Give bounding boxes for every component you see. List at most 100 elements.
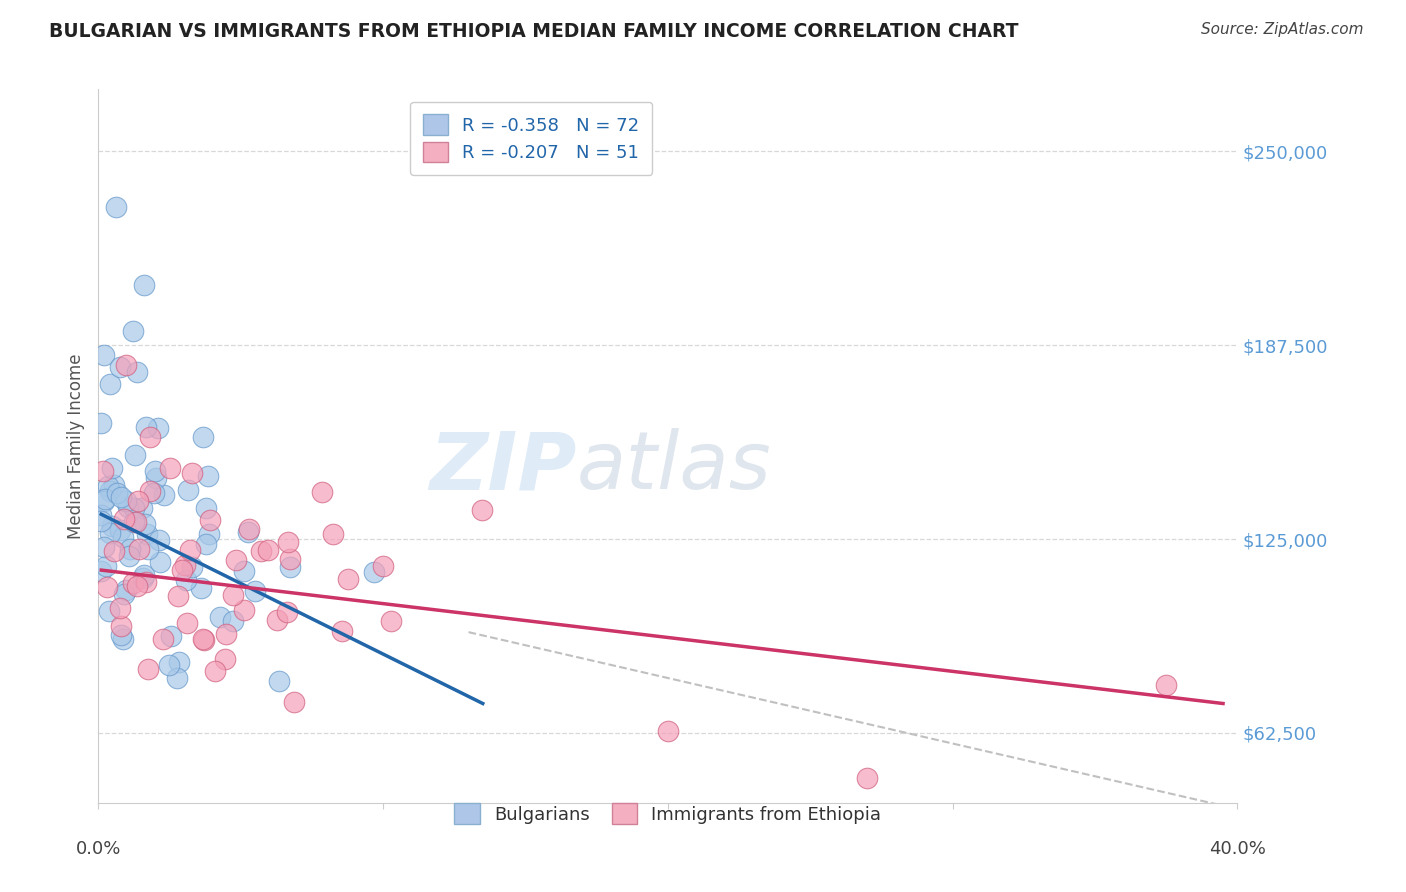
Text: atlas: atlas xyxy=(576,428,772,507)
Point xyxy=(198,526,221,541)
Point xyxy=(112,511,135,525)
Point xyxy=(135,420,157,434)
Point xyxy=(105,486,128,500)
Point xyxy=(110,619,132,633)
Point xyxy=(194,501,217,516)
Point xyxy=(98,525,121,540)
Point xyxy=(233,603,256,617)
Point xyxy=(172,563,194,577)
Point xyxy=(214,652,236,666)
Point xyxy=(380,615,402,629)
Text: BULGARIAN VS IMMIGRANTS FROM ETHIOPIA MEDIAN FAMILY INCOME CORRELATION CHART: BULGARIAN VS IMMIGRANTS FROM ETHIOPIA ME… xyxy=(49,22,1019,41)
Point xyxy=(145,471,167,485)
Point xyxy=(108,523,131,537)
Point xyxy=(122,576,145,591)
Point xyxy=(146,421,169,435)
Point xyxy=(135,575,157,590)
Point xyxy=(125,365,148,379)
Point xyxy=(90,417,112,431)
Point xyxy=(215,627,238,641)
Point xyxy=(195,537,218,551)
Point xyxy=(132,571,155,585)
Point xyxy=(104,200,127,214)
Point xyxy=(204,665,226,679)
Point xyxy=(179,542,201,557)
Point xyxy=(111,632,134,646)
Point xyxy=(157,658,180,673)
Point xyxy=(115,358,138,372)
Point xyxy=(91,464,114,478)
Point xyxy=(177,483,200,498)
Point xyxy=(108,601,131,615)
Point xyxy=(131,500,153,515)
Point xyxy=(193,430,215,444)
Point xyxy=(93,541,115,555)
Point xyxy=(118,541,141,556)
Point xyxy=(266,613,288,627)
Text: Source: ZipAtlas.com: Source: ZipAtlas.com xyxy=(1201,22,1364,37)
Legend: Bulgarians, Immigrants from Ethiopia: Bulgarians, Immigrants from Ethiopia xyxy=(446,794,890,833)
Point xyxy=(96,580,118,594)
Point xyxy=(125,515,148,529)
Point xyxy=(160,629,183,643)
Point xyxy=(159,460,181,475)
Point xyxy=(856,771,879,785)
Point xyxy=(152,632,174,646)
Point xyxy=(322,527,344,541)
Point xyxy=(145,464,167,478)
Point xyxy=(166,671,188,685)
Point xyxy=(283,695,305,709)
Text: 40.0%: 40.0% xyxy=(1209,840,1265,858)
Point xyxy=(112,587,135,601)
Point xyxy=(127,493,149,508)
Point xyxy=(115,582,138,597)
Point xyxy=(112,530,135,544)
Point xyxy=(167,655,190,669)
Point xyxy=(233,564,256,578)
Point xyxy=(276,605,298,619)
Point xyxy=(132,568,155,582)
Point xyxy=(101,518,124,533)
Point xyxy=(134,516,156,531)
Point xyxy=(121,324,143,338)
Point xyxy=(93,492,115,507)
Point xyxy=(136,526,159,541)
Point xyxy=(148,533,170,548)
Point xyxy=(1154,678,1177,692)
Point xyxy=(243,583,266,598)
Point xyxy=(191,632,214,646)
Point xyxy=(238,522,260,536)
Point xyxy=(110,360,132,375)
Point xyxy=(125,579,148,593)
Point xyxy=(269,674,291,689)
Point xyxy=(93,348,115,362)
Point xyxy=(371,558,394,573)
Point xyxy=(90,514,112,528)
Point xyxy=(94,559,117,574)
Point xyxy=(222,615,245,629)
Text: 0.0%: 0.0% xyxy=(76,840,121,858)
Point xyxy=(197,469,219,483)
Point xyxy=(153,488,176,502)
Point xyxy=(657,724,679,739)
Point xyxy=(174,558,197,572)
Point xyxy=(103,477,125,491)
Point xyxy=(222,588,245,602)
Point xyxy=(103,544,125,558)
Point xyxy=(278,552,301,566)
Point xyxy=(138,430,160,444)
Point xyxy=(166,589,188,603)
Point xyxy=(90,508,112,523)
Point xyxy=(132,277,155,292)
Point xyxy=(250,544,273,558)
Point xyxy=(114,494,136,508)
Point xyxy=(122,515,145,529)
Point xyxy=(200,513,222,527)
Point xyxy=(176,615,198,630)
Point xyxy=(180,560,202,574)
Y-axis label: Median Family Income: Median Family Income xyxy=(67,353,86,539)
Point xyxy=(117,500,139,514)
Point xyxy=(124,448,146,462)
Point xyxy=(97,604,120,618)
Point xyxy=(471,503,494,517)
